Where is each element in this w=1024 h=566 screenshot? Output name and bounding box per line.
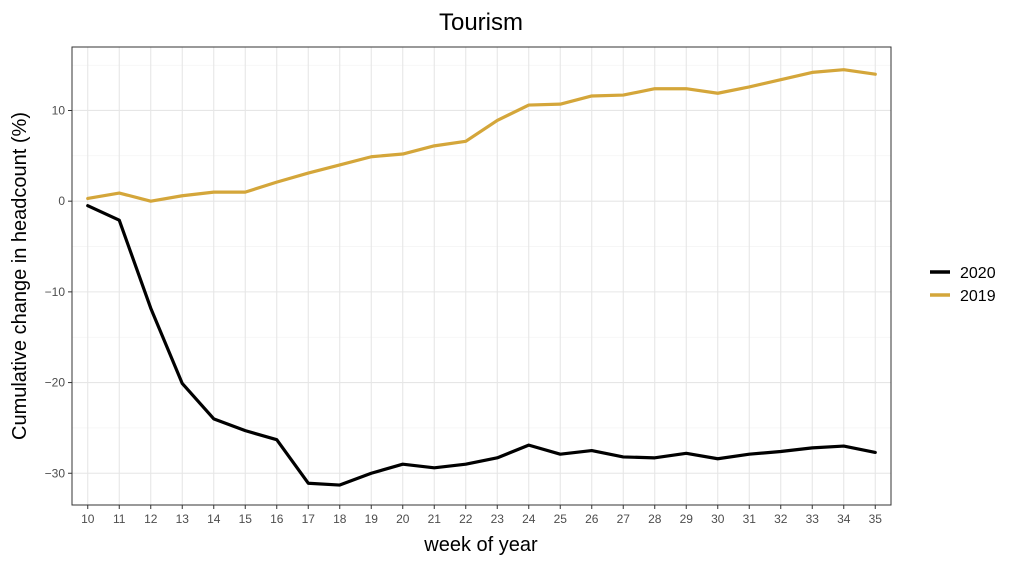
x-tick-label: 28	[648, 512, 662, 526]
plot-panel-border	[71, 46, 892, 506]
x-tick-label: 27	[617, 512, 631, 526]
y-tick-label: −30	[45, 466, 66, 480]
x-tick-label: 30	[711, 512, 725, 526]
x-tick-label: 32	[774, 512, 788, 526]
axes: 10 11 12 13 14 15 16 17 18 19 20 21 22 23 24 25 26 27 28 29…	[45, 103, 883, 526]
y-tick-label: 10	[52, 103, 66, 117]
x-tick-label: 10	[81, 512, 95, 526]
plot-panel-background	[72, 47, 891, 505]
grid	[72, 47, 891, 505]
y-axis-title: Cumulative change in headcount (%)	[9, 112, 31, 440]
y-tick-label: −10	[45, 285, 66, 299]
x-tick-label: 15	[239, 512, 253, 526]
x-tick-label: 21	[428, 512, 442, 526]
x-tick-label: 25	[554, 512, 568, 526]
x-tick-label: 19	[365, 512, 379, 526]
x-tick-label: 12	[144, 512, 158, 526]
x-tick-label: 31	[743, 512, 757, 526]
x-tick-label: 23	[491, 512, 505, 526]
chart-title: Tourism	[439, 9, 523, 36]
y-tick-label: 0	[58, 194, 65, 208]
series-lines	[86, 68, 877, 487]
x-tick-label: 34	[837, 512, 851, 526]
x-tick-label: 13	[176, 512, 190, 526]
x-tick-label: 33	[806, 512, 820, 526]
x-tick-label: 17	[302, 512, 316, 526]
x-tick-label: 35	[869, 512, 883, 526]
legend-label-2020: 2020	[960, 265, 996, 282]
x-tick-label: 24	[522, 512, 536, 526]
x-tick-label: 14	[207, 512, 221, 526]
series-line-2020	[86, 204, 877, 487]
legend-label-2019: 2019	[960, 288, 996, 305]
x-tick-label: 29	[680, 512, 694, 526]
legend: 2020 2019	[930, 265, 996, 305]
x-tick-label: 20	[396, 512, 410, 526]
series-line-2019	[86, 68, 877, 203]
x-tick-label: 22	[459, 512, 473, 526]
x-tick-label: 18	[333, 512, 347, 526]
x-tick-label: 26	[585, 512, 599, 526]
x-axis-title: week of year	[423, 534, 538, 556]
x-tick-label: 16	[270, 512, 284, 526]
y-tick-label: −20	[45, 376, 66, 390]
x-tick-label: 11	[113, 512, 126, 526]
